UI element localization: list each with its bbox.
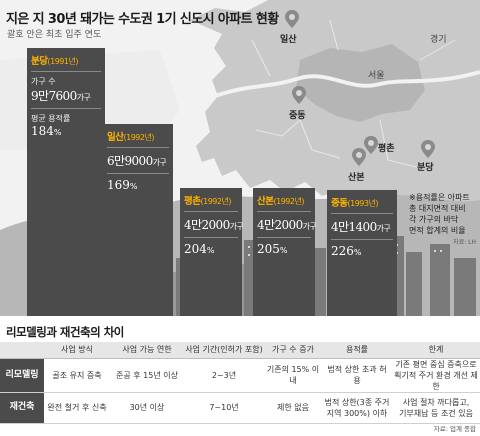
table-cell: 30년 이상 (110, 392, 184, 424)
pin-label-jungdong: 중동 (289, 111, 306, 121)
table-cell: 준공 후 15년 이상 (110, 358, 184, 393)
header-cell: 용적률 (322, 342, 392, 359)
map-pin-icon (364, 136, 378, 154)
far-value: 226% (331, 244, 362, 258)
city-bar-ilsan: 일산(1992년) 6만9000가구 169% (103, 124, 173, 316)
table-cell: 법적 상한 초과 허용 (322, 358, 392, 393)
table-cell: 완전 철거 후 신축 (44, 392, 110, 424)
city-bar-sanbon: 산본(1992년) 4만2000가구 205% (253, 188, 317, 316)
households-value: 4만2000가구 (184, 218, 244, 232)
city-bar-bundang: 분당(1991년) 가구 수 9만7600가구 평균 용적률 184% (27, 48, 105, 316)
row-header-reconstruction: 재건축 (0, 392, 44, 424)
city-bar-jungdong: 중동(1993년) 4만1400가구 226% (327, 190, 397, 316)
table-cell: 기존의 15% 이내 (264, 358, 322, 393)
far-value: 205% (257, 242, 288, 256)
table-cell: 법적 상한(3종 주거 지역 300%) 이하 (322, 392, 392, 424)
households-value: 4만1400가구 (331, 220, 391, 234)
comparison-table: 사업 방식 사업 가능 연한 사업 기간(인허가 포함) 가구 수 증가 용적률… (0, 342, 480, 424)
far-label: 평균 용적률 (31, 114, 71, 123)
map-pin-icon (352, 148, 366, 166)
region-seoul: 서울 (368, 71, 385, 81)
city-name: 산본(1992년) (257, 196, 304, 207)
households-label: 가구 수 (31, 77, 56, 86)
header-cell: 사업 가능 연한 (110, 342, 184, 359)
far-value: 204% (184, 242, 215, 256)
city-name: 중동(1993년) (331, 198, 378, 209)
city-bar-pyeongchon: 평촌(1992년) 4만2000가구 204% (180, 188, 244, 316)
page-subtitle: 괄호 안은 최초 입주 연도 (7, 30, 102, 40)
table-cell: 기존 평면 중심 증축으로 획기적 주거 환경 개선 제한 (392, 358, 480, 393)
table-source-note: 자료: 업계 종합 (433, 425, 476, 433)
table-cell: 2~3년 (184, 358, 264, 393)
map-pin-icon (292, 86, 306, 104)
header-cell: 가구 수 증가 (264, 342, 322, 359)
header-cell: 사업 방식 (44, 342, 110, 359)
table-row: 재건축 완전 철거 후 신축 30년 이상 7~10년 제한 없음 법적 상한(… (0, 392, 480, 424)
pin-label-sanbon: 산본 (348, 173, 365, 183)
region-gyeonggi: 경기 (430, 35, 447, 45)
table-header-row: 사업 방식 사업 가능 연한 사업 기간(인허가 포함) 가구 수 증가 용적률… (0, 342, 480, 359)
header-cell (0, 342, 44, 359)
pin-label-bundang: 분당 (417, 163, 434, 173)
far-value: 169% (107, 178, 138, 192)
row-header-remodeling: 리모델링 (0, 358, 44, 393)
table-row: 리모델링 골조 유지 증축 준공 후 15년 이상 2~3년 기존의 15% 이… (0, 358, 480, 393)
pin-label-pyeongchon: 평촌 (378, 144, 395, 154)
map-pin-icon (421, 140, 435, 158)
section-title: 리모델링과 재건축의 차이 (6, 325, 124, 339)
pin-label-ilsan: 일산 (280, 35, 297, 45)
table-cell: 사업 절차 까다롭고, 기부채납 등 조건 있음 (392, 392, 480, 424)
city-name: 평촌(1992년) (184, 196, 231, 207)
households-value: 4만2000가구 (257, 218, 317, 232)
city-name: 일산(1992년) (107, 132, 154, 143)
header-cell: 사업 기간(인허가 포함) (184, 342, 264, 359)
source-note: 자료: LH (453, 239, 476, 246)
table-cell: 제한 없음 (264, 392, 322, 424)
far-value: 184% (31, 124, 62, 138)
city-name: 분당(1991년) (31, 56, 78, 67)
new-towns-infographic: 경기 서울 일산 중동 평촌 산본 분당 지은 지 30년 돼가는 수도권 1기… (0, 0, 480, 316)
households-value: 6만9000가구 (107, 154, 167, 168)
table-cell: 7~10년 (184, 392, 264, 424)
far-footnote: ※용적률은 아파트 총 대지면적 대비 각 가구의 바닥 면적 합계의 비율 (409, 193, 470, 235)
households-value: 9만7600가구 (31, 89, 91, 103)
map-pin-icon (285, 10, 299, 28)
header-cell: 한계 (392, 342, 480, 359)
page-title: 지은 지 30년 돼가는 수도권 1기 신도시 아파트 현황 (6, 12, 279, 27)
table-cell: 골조 유지 증축 (44, 358, 110, 393)
